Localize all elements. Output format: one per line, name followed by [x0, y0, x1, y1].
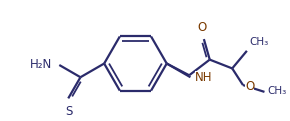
Text: H₂N: H₂N: [30, 57, 52, 71]
Text: CH₃: CH₃: [250, 37, 269, 47]
Text: O: O: [245, 79, 254, 93]
Text: S: S: [66, 105, 73, 118]
Text: O: O: [197, 21, 206, 34]
Text: NH: NH: [197, 73, 215, 86]
Text: NH: NH: [195, 71, 213, 84]
Text: CH₃: CH₃: [267, 86, 287, 96]
